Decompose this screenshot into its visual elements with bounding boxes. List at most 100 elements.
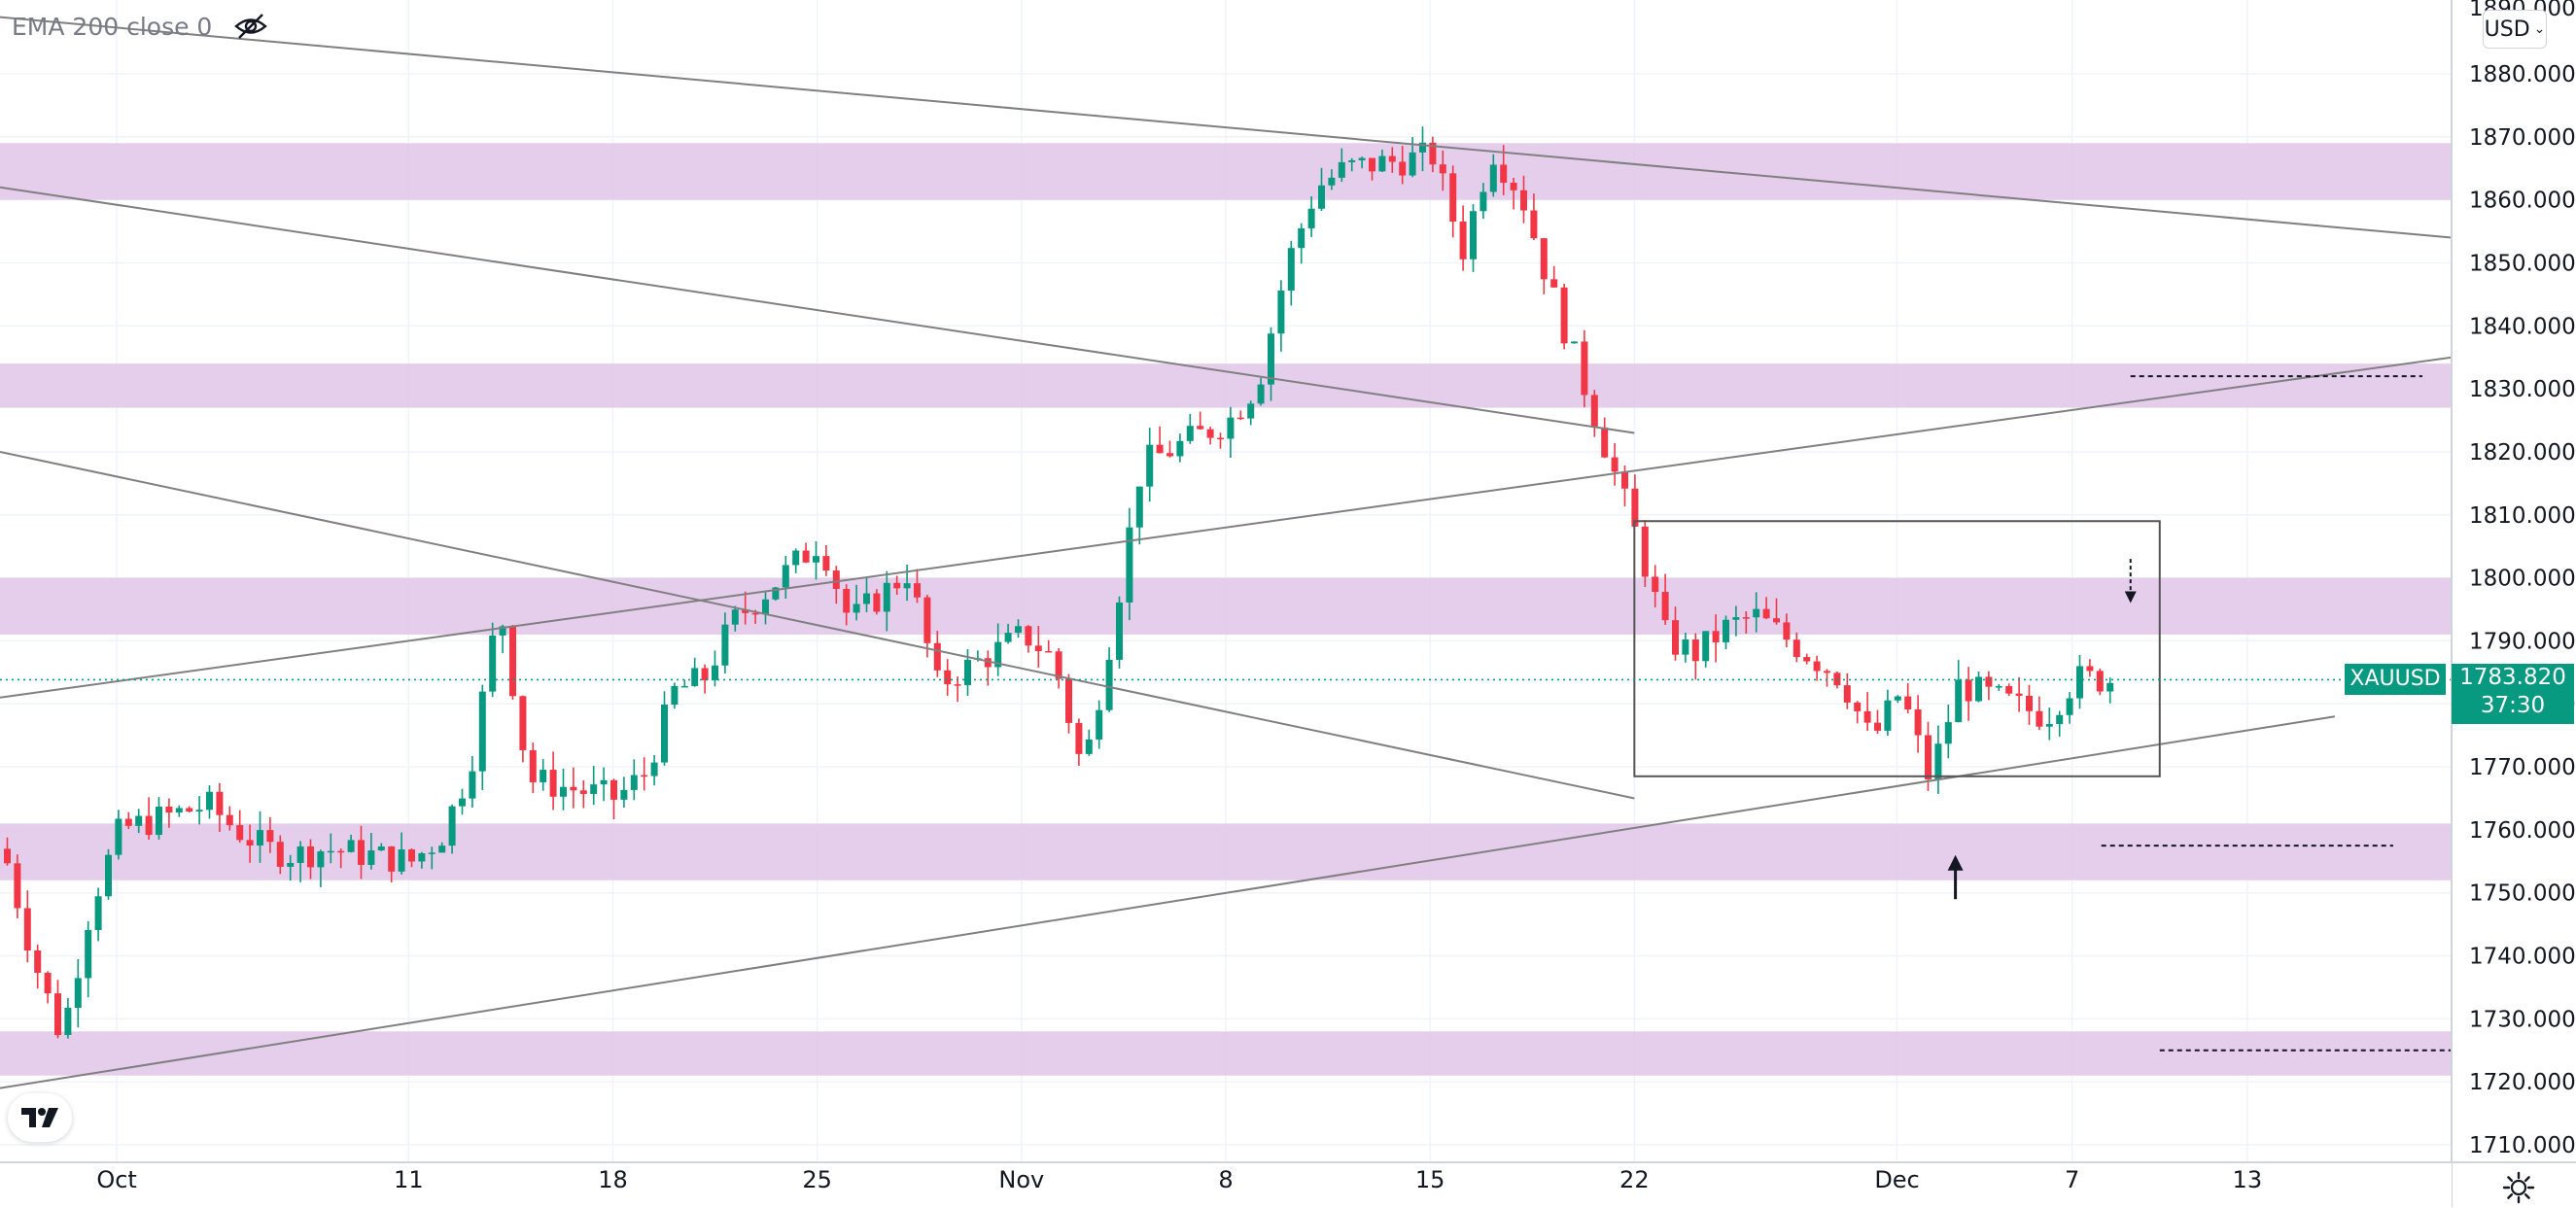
zone-band <box>0 1031 2452 1076</box>
candle-body <box>1742 617 1750 619</box>
candle-body <box>2066 698 2073 715</box>
gear-icon[interactable] <box>2502 1171 2535 1204</box>
candle-body <box>1925 735 1932 779</box>
candle-body <box>540 770 547 782</box>
candle-body <box>1854 702 1862 711</box>
candle-body <box>1944 722 1952 744</box>
candle-body <box>813 556 819 563</box>
candle-body <box>358 840 365 865</box>
drawings <box>0 16 2453 1089</box>
indicator-title[interactable]: EMA 200 close 0 <box>12 12 213 41</box>
candle-body <box>1085 739 1093 754</box>
supply-demand-zones <box>0 143 2452 1076</box>
candle-body <box>23 908 31 951</box>
price-tick-label: 1840.000 <box>2469 314 2576 339</box>
candle-body <box>1268 333 1274 385</box>
candle-body <box>1894 696 1901 701</box>
zone-band <box>0 577 2452 635</box>
candle-body <box>1510 182 1517 190</box>
candle-body <box>1338 161 1345 178</box>
candle-body <box>489 635 497 692</box>
symbol-badge: XAUUSD <box>2345 664 2446 695</box>
candle-body <box>1712 631 1720 642</box>
candle-body <box>590 784 598 794</box>
candle-body <box>1824 671 1830 673</box>
candle-body <box>994 641 1002 668</box>
candle-body <box>1126 527 1133 603</box>
candle-body <box>853 604 860 613</box>
candle-body <box>327 850 334 853</box>
candle-body <box>610 779 617 800</box>
candle-body <box>1601 427 1609 458</box>
candle-body <box>1672 620 1679 655</box>
candle-body <box>671 685 679 705</box>
candle-body <box>1479 191 1487 212</box>
candle-body <box>1307 208 1315 228</box>
candle-body <box>4 848 11 864</box>
candle-body <box>1874 722 1881 731</box>
candle-body <box>1459 221 1467 259</box>
price-tick-label: 1790.000 <box>2469 629 2576 654</box>
candle-body <box>459 798 466 807</box>
candle-body <box>1702 631 1710 662</box>
candle-body <box>1429 142 1437 165</box>
price-tick-label: 1740.000 <box>2469 945 2576 970</box>
candle-body <box>630 775 638 790</box>
candle-body <box>1621 471 1628 489</box>
candle-body <box>2026 695 2033 711</box>
candle-body <box>287 862 295 867</box>
price-tick-label: 1860.000 <box>2469 189 2576 214</box>
candle-body <box>650 762 658 777</box>
candle-body <box>984 658 992 668</box>
candle-body <box>2005 686 2013 694</box>
candle-body <box>701 668 709 680</box>
price-tick-label: 1870.000 <box>2469 125 2576 151</box>
candle-body <box>964 659 971 685</box>
candle-body <box>1914 708 1922 736</box>
candle-body <box>1217 437 1224 440</box>
last-price-value: 1783.820 <box>2459 665 2566 690</box>
candle-body <box>1581 341 1588 396</box>
candle-body <box>1843 685 1851 703</box>
candle-body <box>1753 608 1760 618</box>
candle-body <box>226 814 233 826</box>
candle-body <box>216 791 224 815</box>
candle-body <box>1985 676 1993 687</box>
candle-body <box>680 685 688 688</box>
candle-body <box>1065 678 1072 723</box>
currency-value: USD <box>2484 17 2530 42</box>
candle-body <box>1298 227 1305 249</box>
currency-select[interactable]: USD ⌄ <box>2483 10 2547 49</box>
bar-countdown: 37:30 <box>2480 693 2546 718</box>
candle-body <box>34 950 42 973</box>
candle-body <box>832 570 840 590</box>
candle-body <box>2036 710 2043 727</box>
tradingview-logo[interactable] <box>8 1093 72 1142</box>
eye-crossed-icon[interactable] <box>233 12 268 41</box>
candle-body <box>843 589 851 613</box>
candle-body <box>1227 417 1235 439</box>
price-tick-label: 1830.000 <box>2469 377 2576 402</box>
candle-body <box>1419 142 1426 153</box>
candle-body <box>1813 661 1821 672</box>
arrow-down-head <box>2124 591 2137 604</box>
candle-body <box>1682 639 1689 655</box>
candle-body <box>549 770 557 797</box>
candle-body <box>691 668 699 686</box>
candle-body <box>1571 341 1578 344</box>
date-tick-label: 18 <box>598 1166 628 1193</box>
candle-body <box>1348 159 1356 162</box>
candle-body <box>14 863 21 909</box>
candle-body <box>2106 682 2114 692</box>
candle-body <box>1015 626 1022 634</box>
candle-body <box>1641 526 1649 577</box>
candle-body <box>1004 633 1012 642</box>
indicator-legend[interactable]: EMA 200 close 0 <box>12 12 268 41</box>
date-tick-label: 8 <box>1218 1166 1233 1193</box>
candle-body <box>1470 211 1477 259</box>
candle-body <box>751 612 759 615</box>
candle-body <box>560 786 567 797</box>
candle-body <box>863 593 870 604</box>
